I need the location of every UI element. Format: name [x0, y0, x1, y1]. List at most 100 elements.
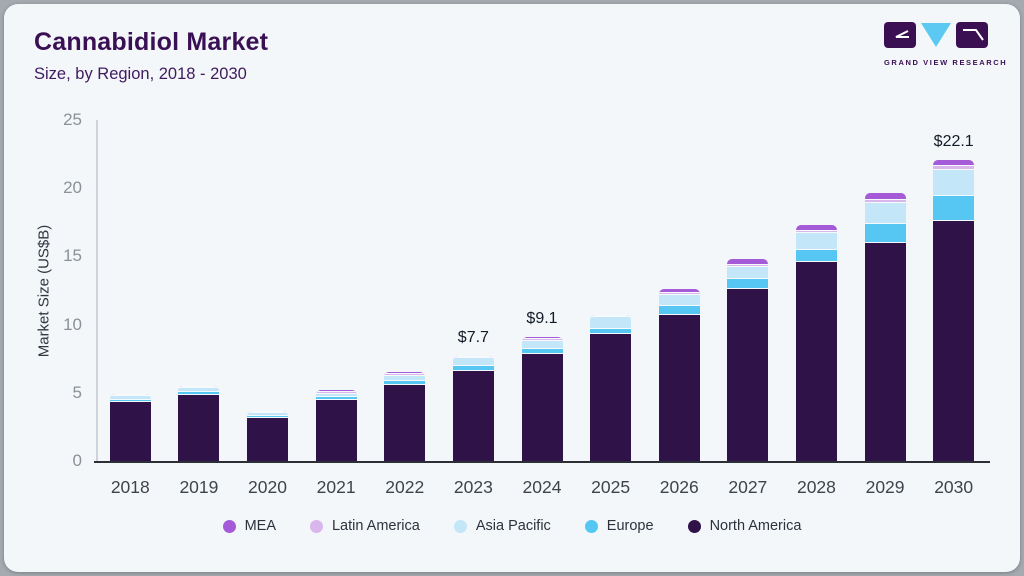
bar-2028: [795, 224, 837, 461]
x-axis-label: 2018: [110, 477, 150, 497]
x-axis-label: 2028: [796, 477, 836, 497]
legend-item-asia-pacific: Asia Pacific: [453, 518, 551, 534]
x-axis-label: 2029: [865, 477, 905, 497]
legend-swatch: [687, 519, 701, 533]
bar-segment-asia-pacific: [795, 233, 837, 250]
bar-2020: [247, 411, 289, 461]
bar-2021: [315, 390, 357, 461]
bar-segment-north-america: [590, 334, 632, 461]
bar-segment-latin-america: [658, 293, 700, 296]
bar-segment-asia-pacific: [521, 340, 563, 349]
bar-segment-north-america: [727, 289, 769, 461]
bar-segment-north-america: [658, 315, 700, 461]
bar-segment-europe: [521, 348, 563, 354]
x-axis-label: 2021: [316, 477, 356, 497]
page-title: Cannabidiol Market: [34, 28, 269, 56]
legend-label: Asia Pacific: [475, 518, 551, 534]
bar-value-label: $22.1: [933, 132, 974, 150]
bar-segment-asia-pacific: [727, 266, 769, 279]
x-axis-label: 2019: [179, 477, 219, 497]
bar-segment-europe: [795, 249, 837, 262]
bar-segment-latin-america: [109, 395, 151, 397]
bar-segment-asia-pacific: [933, 169, 975, 197]
y-tick-label: 0: [72, 451, 82, 470]
bar-segment-asia-pacific: [384, 376, 426, 381]
bar-segment-north-america: [795, 261, 837, 461]
gvr-logo: GRAND VIEW RESEARCH: [884, 22, 1006, 67]
bar-segment-latin-america: [247, 412, 289, 414]
bar-segment-north-america: [109, 402, 151, 461]
bar-segment-mea: [521, 336, 563, 339]
bar-segment-mea: [727, 259, 769, 265]
legend-label: Latin America: [331, 518, 420, 534]
legend-swatch: [222, 519, 236, 533]
x-axis-label: 2024: [522, 477, 562, 497]
x-axis-label: 2025: [591, 477, 631, 497]
bar-segment-mea: [933, 159, 975, 166]
bar-segment-north-america: [178, 394, 220, 461]
bar-segment-europe: [178, 391, 220, 395]
y-tick-label: 20: [63, 178, 82, 198]
bar-segment-north-america: [864, 242, 906, 461]
x-axis-label: 2030: [934, 477, 974, 497]
bar-segment-asia-pacific: [590, 317, 632, 329]
bar-segment-europe: [109, 399, 151, 403]
legend-label: Europe: [606, 518, 654, 534]
bar-2024: [521, 336, 563, 461]
legend-label: MEA: [244, 518, 276, 534]
x-axis-label: 2022: [385, 477, 425, 497]
bar-segment-latin-america: [727, 264, 769, 267]
bar-segment-asia-pacific: [658, 295, 700, 307]
bar-value-label: $7.7: [457, 328, 489, 346]
bar-segment-europe: [315, 396, 357, 401]
bar-segment-north-america: [521, 353, 563, 461]
bar-value-label: $9.1: [526, 309, 558, 327]
bar-segment-asia-pacific: [452, 358, 494, 366]
bar-segment-asia-pacific: [178, 388, 220, 392]
y-axis-line: [96, 120, 98, 461]
bar-segment-mea: [247, 411, 289, 413]
x-axis-label: 2023: [453, 477, 493, 497]
bar-segment-europe: [658, 306, 700, 316]
x-axis-line: [94, 461, 990, 463]
bar-segment-latin-america: [452, 357, 494, 359]
bar-segment-asia-pacific: [864, 203, 906, 225]
bar-2030: [933, 159, 975, 461]
gvr-logo-icon: [884, 22, 988, 48]
plot-area: 0 5 10 15 20 25 2018 2019 2020 2021 2022 2023 $7.7 20…: [63, 110, 990, 497]
bar-segment-mea: [590, 315, 632, 317]
bar-segment-mea: [315, 390, 357, 392]
y-tick-label: 25: [63, 110, 82, 129]
bar-2029: [864, 193, 906, 461]
bar-segment-europe: [247, 415, 289, 418]
legend-item-north-america: North America: [687, 518, 802, 534]
legend-label: North America: [709, 518, 802, 534]
bar-2018: [109, 394, 151, 461]
bar-segment-asia-pacific: [315, 393, 357, 397]
bar-segment-mea: [178, 386, 220, 387]
bar-segment-europe: [590, 328, 632, 335]
bar-segment-north-america: [247, 417, 289, 461]
page-subtitle: Size, by Region, 2018 - 2030: [34, 65, 247, 83]
y-tick-label: 5: [72, 382, 82, 402]
bar-segment-latin-america: [384, 374, 426, 377]
bar-2022: [384, 372, 426, 461]
bar-2025: [590, 315, 632, 461]
y-tick-label: 10: [63, 314, 82, 334]
bar-segment-latin-america: [178, 387, 220, 388]
x-axis-label: 2020: [248, 477, 287, 497]
bar-segment-asia-pacific: [109, 396, 151, 400]
bar-segment-europe: [727, 278, 769, 290]
bar-segment-latin-america: [521, 338, 563, 341]
bar-segment-europe: [933, 196, 975, 221]
legend-swatch: [584, 519, 598, 533]
y-axis-title: Market Size (US$B): [35, 224, 53, 358]
bar-segment-asia-pacific: [247, 413, 289, 416]
bar-segment-mea: [795, 224, 837, 231]
bar-segment-mea: [109, 394, 151, 396]
bar-2019: [178, 386, 220, 461]
bar-segment-latin-america: [315, 391, 357, 394]
bar-segment-north-america: [933, 220, 975, 461]
bar-2027: [727, 259, 769, 461]
legend-item-mea: MEA: [222, 518, 276, 534]
